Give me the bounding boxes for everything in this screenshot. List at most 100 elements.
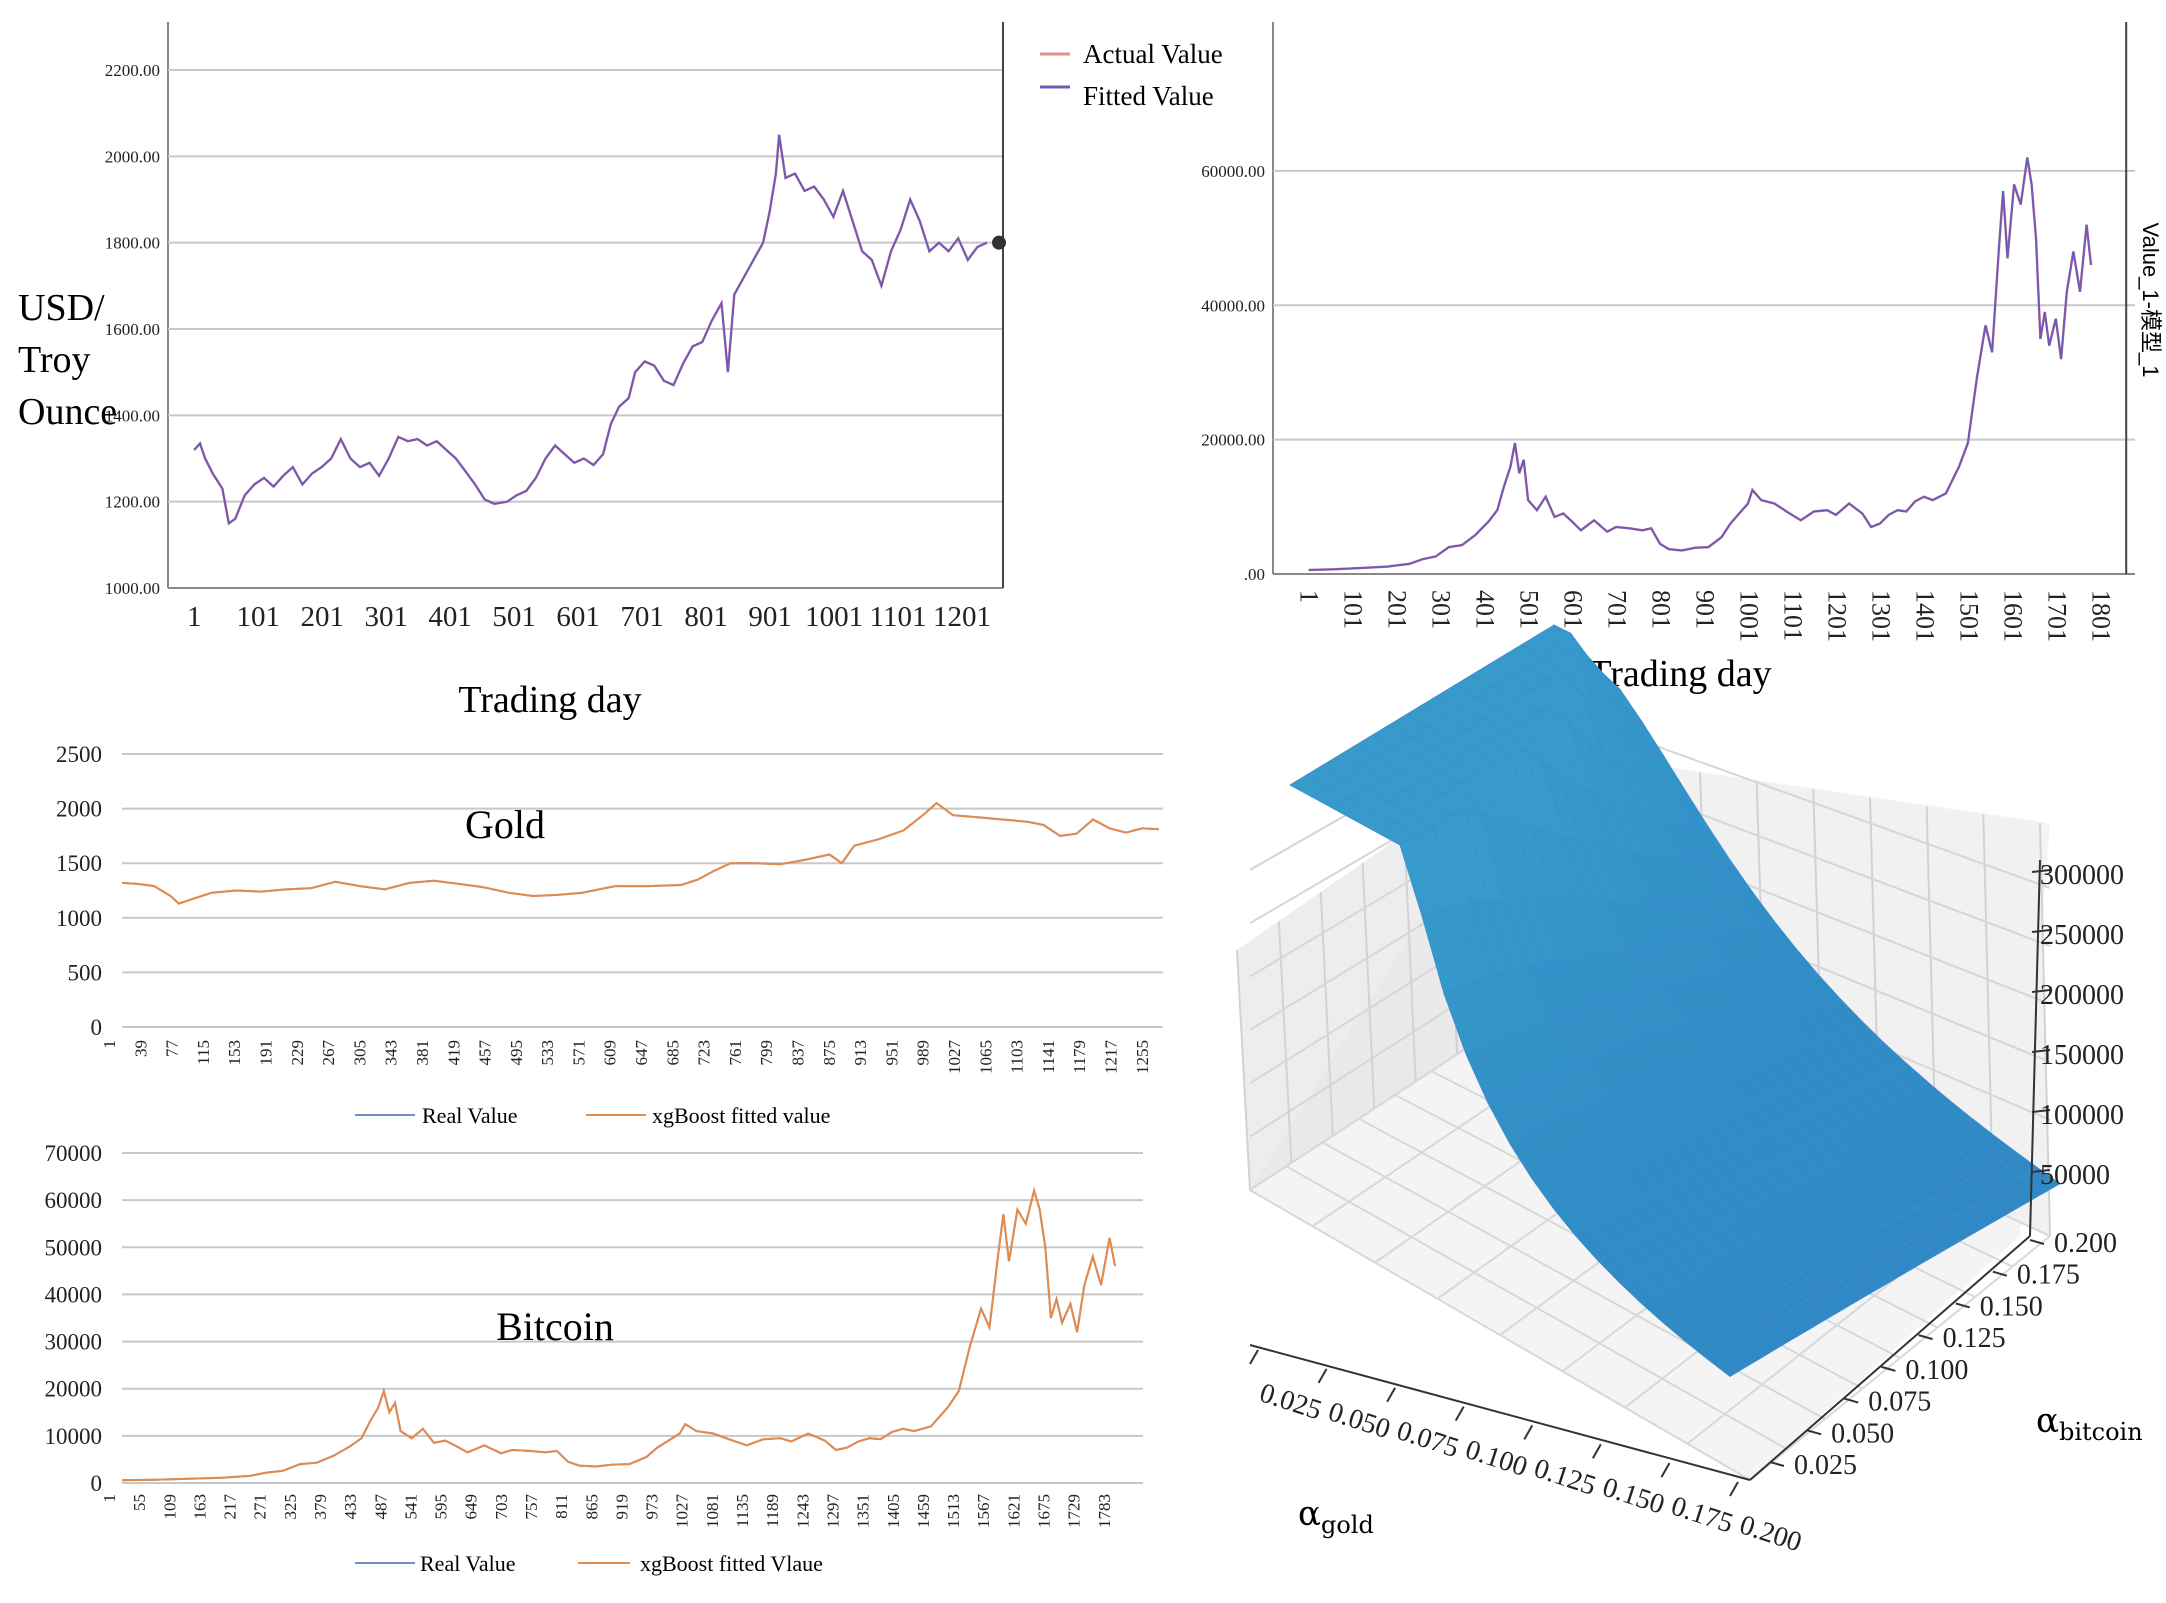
z-tick-label: 100000 xyxy=(2040,1100,2124,1131)
gold-xgboost-legend: Real Value xgBoost fitted value xyxy=(355,1103,830,1128)
y-tick-label: 1200.00 xyxy=(105,493,160,512)
gold-xgboost-chart: 0 500 1000 1500 2000 2500 1 39 77 115 153 191 229 26… xyxy=(56,742,1163,1128)
surface-3d-chart: 50000 100000 150000 200000 250000 300000 0.02… xyxy=(1236,623,2143,1558)
y-tick-label: 0.125 xyxy=(1943,1323,2006,1354)
legend-fitted-label: xgBoost fitted value xyxy=(652,1103,830,1128)
x-tick xyxy=(1454,1406,1465,1422)
x-tick-label: 541 xyxy=(401,1494,420,1520)
x-tick-label: 1 xyxy=(1295,590,1324,603)
bitcoin-xgboost-legend: Real Value xgBoost fitted Vlaue xyxy=(355,1551,823,1576)
x-tick-label: 1201 xyxy=(1822,590,1851,642)
x-tick-label: 55 xyxy=(130,1494,149,1511)
wall-gridline xyxy=(1236,949,1251,1191)
y-tick-label: 0.175 xyxy=(2017,1260,2080,1291)
bitcoin-xgboost-title: Bitcoin xyxy=(496,1304,614,1349)
x-tick-label: 1027 xyxy=(945,1040,964,1075)
y-tick-label: 0 xyxy=(91,1471,103,1496)
x-tick-label: 647 xyxy=(632,1040,651,1066)
y-tick xyxy=(1806,1429,1822,1436)
y-tick-label: 500 xyxy=(68,960,103,985)
x-tick-label: 801 xyxy=(684,601,728,633)
z-tick xyxy=(2031,929,2051,933)
y-tick xyxy=(1918,1334,1933,1341)
x-tick-label: 701 xyxy=(1602,590,1631,629)
x-tick-label: 685 xyxy=(663,1040,682,1066)
x-tick-label: 1701 xyxy=(2042,590,2071,642)
x-tick-label: 1405 xyxy=(884,1494,903,1528)
surface-facet xyxy=(1707,1349,1748,1377)
x-tick-label: 419 xyxy=(444,1040,463,1066)
y-tick-label: 2500 xyxy=(56,742,102,767)
x-tick-label: 0.075 xyxy=(1393,1415,1462,1464)
x-tick-label: 77 xyxy=(163,1040,182,1058)
x-tick-label: 1001 xyxy=(805,601,863,633)
z-tick-label: 300000 xyxy=(2040,860,2124,891)
x-tick-label: 1001 xyxy=(1734,590,1763,642)
y-tick-label: 1000 xyxy=(56,906,102,931)
x-tick-label: 217 xyxy=(221,1494,240,1520)
y-tick-label: 0.050 xyxy=(1831,1418,1894,1449)
y-tick-label: 2000 xyxy=(56,797,102,822)
x-tick-label: 381 xyxy=(413,1040,432,1066)
gold-xgboost-title: Gold xyxy=(465,802,545,847)
x-tick-label: 267 xyxy=(319,1040,338,1066)
x-tick-label: 1 xyxy=(187,601,202,633)
x-tick-label: 875 xyxy=(820,1040,839,1066)
x-tick-label: 1189 xyxy=(763,1494,782,1527)
x-tick-label: 487 xyxy=(371,1494,390,1520)
x-tick-label: 1101 xyxy=(870,601,927,633)
forecast-point xyxy=(992,235,1006,250)
y-tick-label: 0.075 xyxy=(1868,1387,1931,1418)
x-tick-label: 109 xyxy=(160,1494,179,1520)
y-tick-label: 1400.00 xyxy=(105,406,160,425)
wall-gridline xyxy=(1361,862,1376,1109)
x-tick-label: 601 xyxy=(1559,590,1588,629)
wall-gridline xyxy=(2039,822,2051,1237)
surface-ylabel: αbitcoin xyxy=(2036,1401,2143,1446)
x-tick-label: 1675 xyxy=(1034,1494,1053,1528)
legend-fitted-label: xgBoost fitted Vlaue xyxy=(640,1551,823,1576)
z-tick-label: 200000 xyxy=(2040,980,2124,1011)
x-tick-label: 1401 xyxy=(1910,590,1939,642)
x-tick-label: 801 xyxy=(1646,590,1675,629)
bitcoin-arima-ylabel: Value_1-模型_1 xyxy=(2138,223,2163,378)
y-tick-label: 1500 xyxy=(56,851,102,876)
x-tick-label: 501 xyxy=(492,601,536,633)
x-tick-label: 1513 xyxy=(944,1494,963,1528)
x-tick-label: 799 xyxy=(757,1040,776,1066)
y-tick xyxy=(1881,1365,1896,1372)
x-tick-label: 1297 xyxy=(823,1494,842,1529)
x-tick-label: 0.100 xyxy=(1462,1434,1531,1483)
z-tick-label: 250000 xyxy=(2040,920,2124,951)
x-tick-label: 1351 xyxy=(854,1494,873,1528)
x-tick-label: 0.150 xyxy=(1599,1472,1668,1521)
x-tick-label: 0.200 xyxy=(1736,1509,1805,1558)
z-tick xyxy=(2031,1169,2051,1173)
x-tick-label: 101 xyxy=(1339,590,1368,629)
x-tick-label: 865 xyxy=(582,1494,601,1520)
x-tick-label: 571 xyxy=(569,1040,588,1066)
y-tick-label: 10000 xyxy=(45,1424,103,1449)
x-tick-label: 401 xyxy=(428,601,472,633)
x-tick-label: 401 xyxy=(1471,590,1500,629)
z-tick xyxy=(2031,989,2051,993)
x-tick-label: 1501 xyxy=(1954,590,1983,642)
x-tick xyxy=(1386,1387,1397,1403)
x-tick xyxy=(1523,1424,1534,1440)
y-tick-label: 0.100 xyxy=(1905,1355,1968,1386)
y-axis xyxy=(1749,1235,2031,1481)
x-tick-label: 0.175 xyxy=(1667,1491,1736,1540)
y-tick xyxy=(2029,1239,2045,1245)
x-tick-label: 595 xyxy=(432,1494,451,1520)
y-tick-label: 1800.00 xyxy=(105,234,160,253)
x-tick-label: 229 xyxy=(288,1040,307,1066)
x-tick-label: 379 xyxy=(311,1494,330,1520)
z-tick xyxy=(2031,1049,2051,1053)
z-axis xyxy=(2029,859,2041,1237)
x-tick-label: 0.025 xyxy=(1256,1377,1325,1426)
y-tick-label: 2000.00 xyxy=(105,147,160,166)
x-tick-label: 305 xyxy=(350,1040,369,1066)
x-tick-label: 39 xyxy=(131,1040,150,1057)
x-tick-label: 1065 xyxy=(976,1040,995,1074)
series-line-fitted xyxy=(1308,157,2092,571)
